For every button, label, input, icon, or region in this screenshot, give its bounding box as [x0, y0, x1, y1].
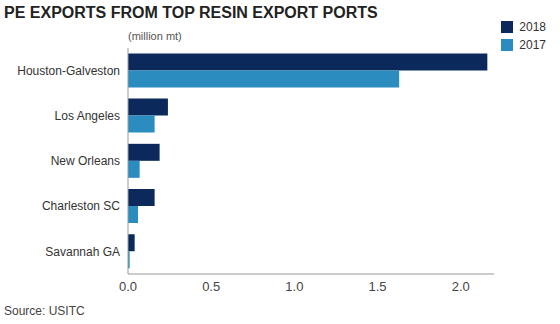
html-text:(million mt): (million mt): [128, 30, 182, 42]
html-text:2018: 2018: [519, 20, 546, 34]
svg-text:Charleston SC: Charleston SC: [42, 199, 120, 213]
svg-text:Houston-Galveston: Houston-Galveston: [17, 64, 120, 78]
html-text:PE EXPORTS FROM TOP RESIN EXPO: PE EXPORTS FROM TOP RESIN EXPORT PORTS: [4, 4, 378, 21]
svg-text:Savannah GA: Savannah GA: [45, 245, 120, 259]
html-text:2017: 2017: [519, 38, 546, 52]
svg-text:1.5: 1.5: [369, 279, 387, 294]
svg-text:1.0: 1.0: [285, 279, 303, 294]
svg-text:0.5: 0.5: [202, 279, 220, 294]
svg-text:New Orleans: New Orleans: [51, 154, 120, 168]
svg-text:2.0: 2.0: [452, 279, 470, 294]
svg-text:Los Angeles: Los Angeles: [55, 109, 120, 123]
svg-text:0.0: 0.0: [119, 279, 137, 294]
html-text:Source: USITC: Source: USITC: [4, 304, 85, 318]
